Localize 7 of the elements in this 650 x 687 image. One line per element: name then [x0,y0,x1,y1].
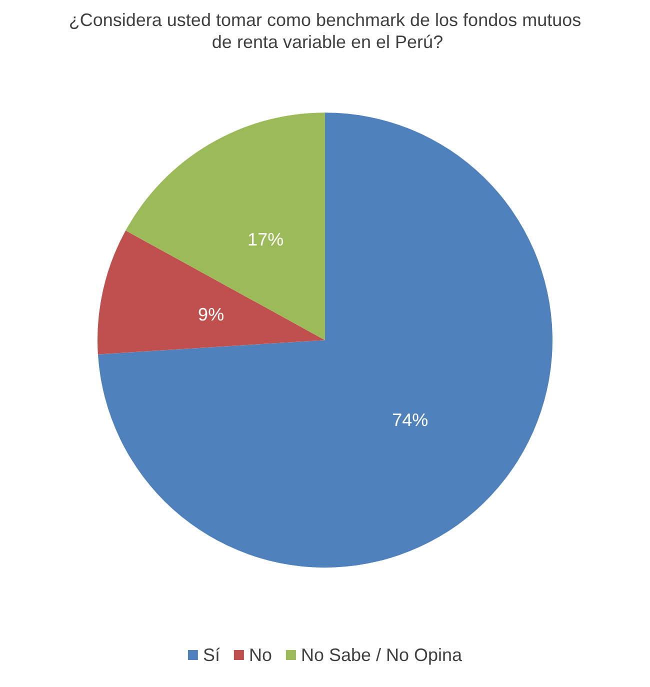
data-label: 17% [248,230,284,250]
chart-title: ¿Considera usted tomar como benchmark de los fondos mutuos de renta variable en el Perú? [68,10,582,52]
data-label: 74% [392,410,428,430]
legend-label: No [248,645,272,665]
legend-label: Sí [202,645,220,665]
data-label: 9% [198,304,224,325]
legend-label: No Sabe / No Opina [300,645,464,665]
